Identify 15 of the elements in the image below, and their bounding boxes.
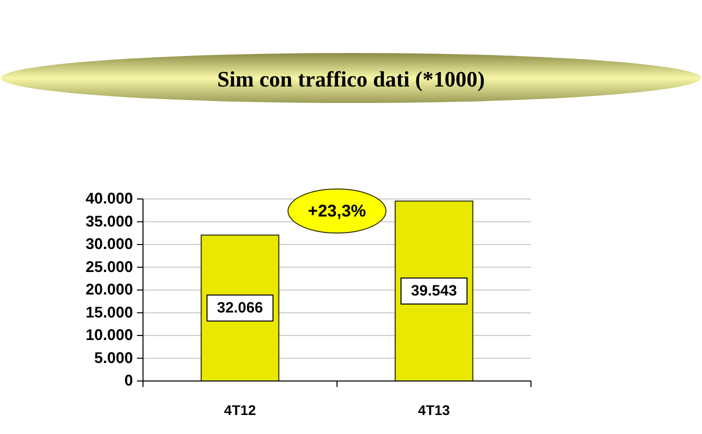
y-tick-label: 30.000 — [86, 236, 133, 253]
chart-title: Sim con traffico dati (*1000) — [217, 66, 485, 92]
y-tick-label: 25.000 — [86, 258, 133, 276]
annotation: +23,3% — [308, 202, 366, 220]
y-tick-label: 0 — [124, 372, 133, 390]
y-tick-label: 5.000 — [94, 350, 133, 367]
y-tick-label: 10.000 — [86, 327, 133, 344]
x-tick-label: 4T13 — [418, 402, 450, 418]
y-tick-label: 35.000 — [86, 213, 133, 230]
y-tick-label: 20.000 — [86, 282, 133, 298]
y-tick-label: 40.000 — [86, 190, 133, 208]
y-tick-label: 15.000 — [86, 304, 133, 322]
x-tick-label: 4T12 — [224, 402, 256, 418]
data-label: 32.066 — [217, 300, 263, 317]
data-label: 39.543 — [411, 282, 457, 300]
